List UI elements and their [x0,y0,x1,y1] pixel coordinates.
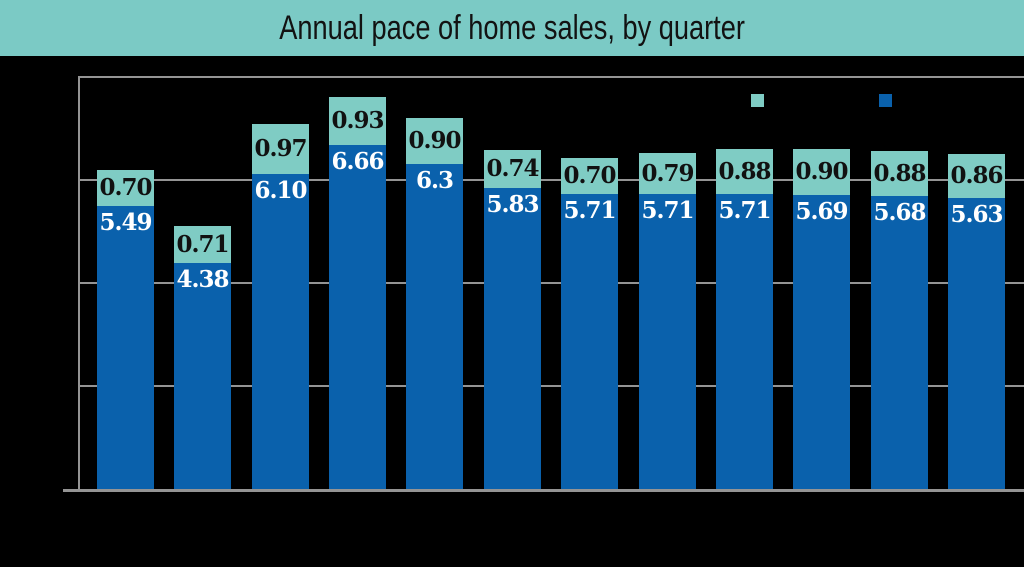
bar-5: 0.90 6.3 [406,118,463,489]
bar-7: 0.70 5.71 [561,158,618,489]
plot-top-border [79,76,1024,78]
bar-3: 0.97 6.10 [252,124,309,489]
bar-11: 0.88 5.68 [871,151,928,489]
bar-segment-blue: 5.69 [793,195,850,489]
bar-9: 0.88 5.71 [716,149,773,489]
bar-label-teal: 0.90 [795,158,848,186]
bar-label-teal: 0.70 [563,162,616,190]
bar-label-blue: 5.71 [718,197,771,224]
bar-label-blue: 4.38 [176,266,229,293]
bar-label-blue: 6.10 [254,177,307,204]
bar-segment-blue: 5.71 [561,194,618,489]
bar-label-blue: 5.63 [950,201,1003,228]
legend-swatch-teal [751,94,764,107]
bar-4: 0.93 6.66 [329,97,386,489]
bar-segment-blue: 5.68 [871,196,928,489]
bar-segment-teal: 0.90 [793,149,850,195]
bar-label-teal: 0.71 [176,230,229,258]
gridline-y2 [79,385,1024,387]
bar-segment-teal: 0.93 [329,97,386,145]
bar-label-teal: 0.88 [873,159,926,187]
bar-segment-teal: 0.70 [97,170,154,206]
bar-segment-teal: 0.88 [716,149,773,194]
bar-label-teal: 0.86 [950,162,1003,190]
bar-segment-blue: 4.38 [174,263,231,489]
bar-segment-teal: 0.79 [639,153,696,194]
bar-segment-blue: 5.83 [484,188,541,489]
bar-label-blue: 6.66 [331,148,384,175]
bar-label-teal: 0.90 [408,127,461,155]
bar-8: 0.79 5.71 [639,153,696,489]
bar-segment-teal: 0.97 [252,124,309,174]
bar-10: 0.90 5.69 [793,149,850,489]
bar-label-blue: 5.71 [563,197,616,224]
bar-label-teal: 0.93 [331,107,384,135]
bar-label-teal: 0.70 [99,174,152,202]
bar-segment-teal: 0.71 [174,226,231,263]
chart-title-bar: Annual pace of home sales, by quarter [0,0,1024,56]
x-axis-line [63,489,1024,492]
gridline-y4 [79,282,1024,284]
bar-segment-teal: 0.90 [406,118,463,164]
bar-segment-blue: 6.3 [406,164,463,489]
bar-label-blue: 5.71 [641,197,694,224]
bar-segment-blue: 5.71 [639,194,696,489]
bar-segment-teal: 0.88 [871,151,928,196]
bar-segment-blue: 6.66 [329,145,386,489]
bar-label-teal: 0.79 [641,159,694,187]
bar-label-blue: 5.83 [486,191,539,218]
bar-label-teal: 0.74 [486,155,539,183]
gridline-y6 [79,179,1024,181]
bar-segment-teal: 0.86 [948,154,1005,198]
bar-segment-teal: 0.74 [484,150,541,188]
bar-1: 0.70 5.49 [97,170,154,489]
bar-segment-blue: 5.63 [948,198,1005,489]
bar-segment-teal: 0.70 [561,158,618,194]
bar-2: 0.71 4.38 [174,226,231,489]
bar-label-blue: 6.3 [415,167,454,194]
bar-segment-blue: 5.71 [716,194,773,489]
bar-segment-blue: 5.49 [97,206,154,489]
bar-label-teal: 0.88 [718,157,771,185]
bar-label-blue: 5.69 [795,198,848,225]
bar-12: 0.86 5.63 [948,154,1005,489]
bar-label-blue: 5.49 [99,209,152,236]
bar-6: 0.74 5.83 [484,150,541,489]
bar-label-blue: 5.68 [873,199,926,226]
bar-label-teal: 0.97 [254,135,307,163]
legend-swatch-blue [879,94,892,107]
chart-title: Annual pace of home sales, by quarter [279,8,745,47]
bar-segment-blue: 6.10 [252,174,309,489]
